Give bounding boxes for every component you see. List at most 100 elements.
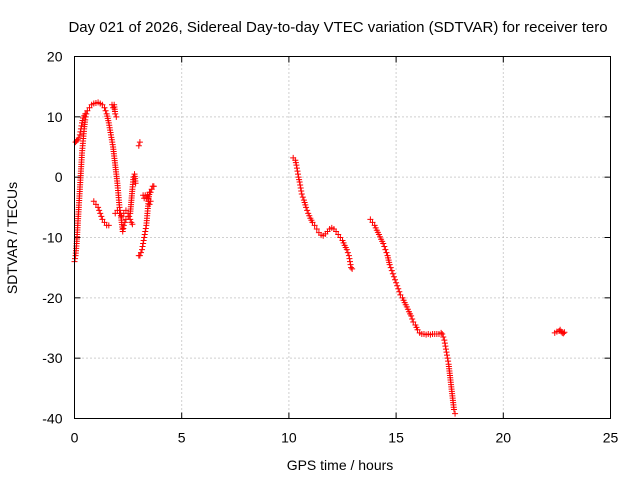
y-tick-labels: 20 10 0 -10 -20 -30 -40 [42,49,62,427]
data-point [140,237,147,244]
y-axis-label: SDTVAR / TECUs [4,182,20,294]
data-point [140,240,147,247]
data-point [119,228,126,235]
data-point [348,264,355,271]
data-point [440,334,447,341]
data-point [561,329,568,336]
data-point [84,107,91,114]
data-point [293,165,300,172]
data-point [444,355,451,362]
data-series [112,207,136,228]
data-point [137,249,144,256]
data-point [92,201,99,208]
data-point [444,352,451,359]
data-point [126,213,133,220]
y-tick-label: 10 [47,109,63,125]
data-point [127,216,134,223]
data-point [135,142,142,149]
x-axis-label: GPS time / hours [287,457,394,473]
data-point [445,358,452,365]
data-point [388,267,395,274]
data-point [139,243,146,250]
data-point [439,331,446,338]
data-point [395,285,402,292]
data-point [441,340,448,347]
data-point [337,234,344,241]
data-point [97,210,104,217]
data-point [72,255,79,262]
data-point [392,276,399,283]
data-point [76,131,83,138]
data-point [297,185,304,192]
data-point [343,246,350,253]
x-tick-labels: 0 5 10 15 20 25 [71,430,619,446]
data-point [118,213,125,220]
data-point [367,216,374,223]
data-point [86,104,93,111]
data-point [297,182,304,189]
data-point [450,406,457,413]
data-point [99,216,106,223]
data-point [335,231,342,238]
data-point [408,312,415,319]
data-point [136,252,143,259]
x-tick-label: 20 [496,430,512,446]
data-point [146,201,153,208]
data-point [386,261,393,268]
data-point [141,234,148,241]
data-point [120,225,127,232]
data-point [105,222,112,229]
data-series [109,101,120,120]
data-point [82,110,89,117]
data-point [142,228,149,235]
data-point [382,246,389,253]
data-point [311,222,318,229]
data-point [78,122,85,129]
y-tick-label: 20 [47,49,63,65]
data-point [150,183,157,190]
data-point [293,162,300,169]
data-series [90,198,112,229]
data-point [77,125,84,132]
data-point [347,258,354,265]
data-point [136,139,143,146]
data-point [299,194,306,201]
chart-title: Day 021 of 2026, Sidereal Day-to-day VTE… [68,19,607,36]
data-point [142,225,149,232]
data-series [135,139,143,149]
data-point [98,213,105,220]
data-point [309,219,316,226]
data-point [147,198,154,205]
data-series [140,192,154,208]
data-point [441,337,448,344]
data-point [295,171,302,178]
data-point [380,240,387,247]
data-point [147,189,154,196]
data-series [72,110,89,146]
data-point [121,219,128,226]
data-point [95,204,102,211]
data-points [71,99,568,417]
data-point [75,134,82,141]
data-point [345,252,352,259]
data-point [303,204,310,211]
x-tick-label: 15 [388,430,404,446]
y-tick-label: -20 [42,290,62,306]
data-point [139,246,146,253]
y-tick-label: -10 [42,230,62,246]
data-point [397,291,404,298]
data-point [452,410,459,417]
data-point [101,104,108,111]
x-tick-label: 10 [281,430,297,446]
data-point [369,219,376,226]
data-point [96,207,103,214]
data-point [409,315,416,322]
x-tick-label: 0 [71,430,79,446]
data-point [387,264,394,271]
data-point [304,207,311,214]
data-point [414,326,421,333]
data-point [346,255,353,262]
data-point [396,288,403,295]
data-point [101,219,108,226]
